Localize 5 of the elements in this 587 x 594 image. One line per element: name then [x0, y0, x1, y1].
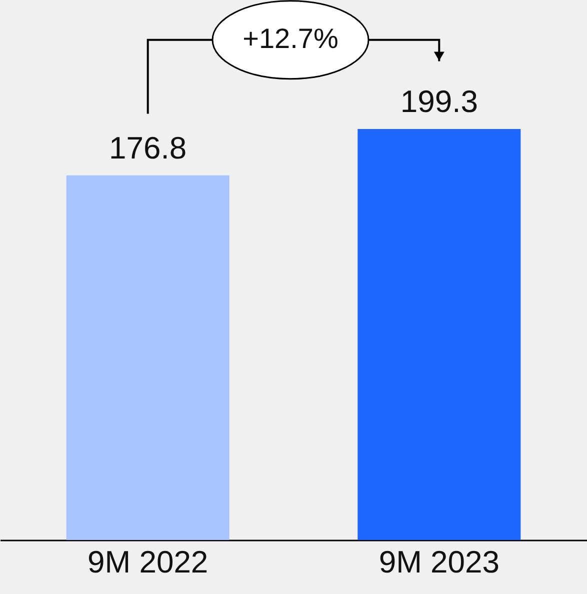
data-label: 199.3 — [400, 84, 478, 120]
text: +12.7% — [242, 22, 338, 54]
x-tick-label: 9M 2023 — [378, 544, 500, 580]
data-label: 176.8 — [109, 130, 187, 166]
x-tick-label: 9M 2022 — [88, 544, 208, 580]
